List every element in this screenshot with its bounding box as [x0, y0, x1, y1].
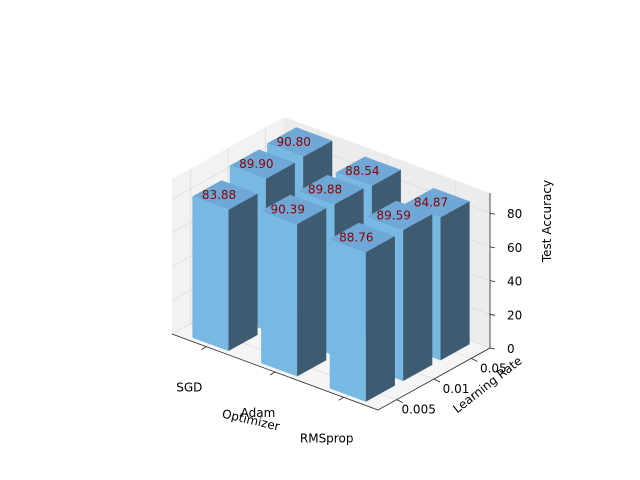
bar-value-label: 83.88 — [202, 188, 236, 202]
bar-value-label: 90.39 — [270, 202, 304, 216]
bar — [329, 222, 395, 402]
z-tick-label: 20 — [507, 308, 522, 322]
z-tick-label: 60 — [507, 241, 522, 255]
bar-side-face — [365, 236, 395, 402]
bar-top-face — [261, 194, 327, 225]
z-tick — [489, 280, 496, 283]
y-tick-label: 0.005 — [401, 403, 435, 417]
x-tick-label: Adam — [241, 406, 276, 420]
bar-value-label: 89.59 — [376, 208, 410, 222]
bar-top-face — [367, 200, 433, 231]
chart-axes: SGD Adam RMSprop 0.005 0.01 0.050 20 40 60 80 — [171, 193, 522, 445]
bar-value-label: 84.87 — [414, 196, 448, 210]
z-tick — [489, 212, 496, 215]
y-tick — [471, 357, 478, 362]
z-tick — [489, 246, 496, 249]
bar-side-face — [297, 208, 327, 377]
bar-value-label: 89.88 — [308, 183, 342, 197]
z-axis-label: Test Accuracy — [540, 180, 554, 263]
y-tick — [396, 399, 403, 404]
bar-top-face — [329, 222, 395, 253]
x-tick — [269, 371, 276, 376]
bar-value-label: 89.90 — [239, 157, 273, 171]
x-tick — [201, 346, 207, 351]
bar — [261, 194, 327, 377]
bar-side-face — [228, 193, 258, 351]
bar-top-face — [298, 174, 364, 205]
bar-value-label: 88.54 — [345, 164, 379, 178]
bar-side-face — [440, 201, 470, 361]
y-tick — [433, 378, 441, 383]
bar-front-face — [261, 210, 298, 377]
z-tick-label: 80 — [507, 207, 522, 221]
x-tick-label: RMSprop — [300, 431, 354, 445]
bar-front-face — [192, 196, 229, 351]
bar-top-face — [267, 127, 333, 157]
bar — [192, 180, 258, 351]
bar-top-face — [192, 180, 258, 210]
x-tick-label: SGD — [176, 381, 202, 395]
z-tick-label: 0 — [507, 342, 515, 356]
bar-value-label: 88.76 — [339, 230, 373, 244]
x-tick — [338, 396, 344, 401]
bar-value-label: 90.80 — [276, 135, 310, 149]
z-tick-label: 40 — [507, 275, 522, 289]
z-tick — [489, 347, 496, 350]
bar-front-face — [329, 238, 366, 402]
bar-top-face — [229, 149, 295, 179]
chart-data-labels: 90.80 88.54 84.87 89.90 89.88 89.59 83.88 90.39… — [202, 135, 448, 244]
y-tick-label: 0.01 — [443, 382, 470, 396]
z-tick — [489, 313, 496, 316]
y-tick-label: 0.05 — [480, 361, 507, 375]
bar-side-face — [403, 214, 433, 381]
bar-top-face — [335, 156, 401, 186]
chart-bars — [192, 127, 470, 402]
